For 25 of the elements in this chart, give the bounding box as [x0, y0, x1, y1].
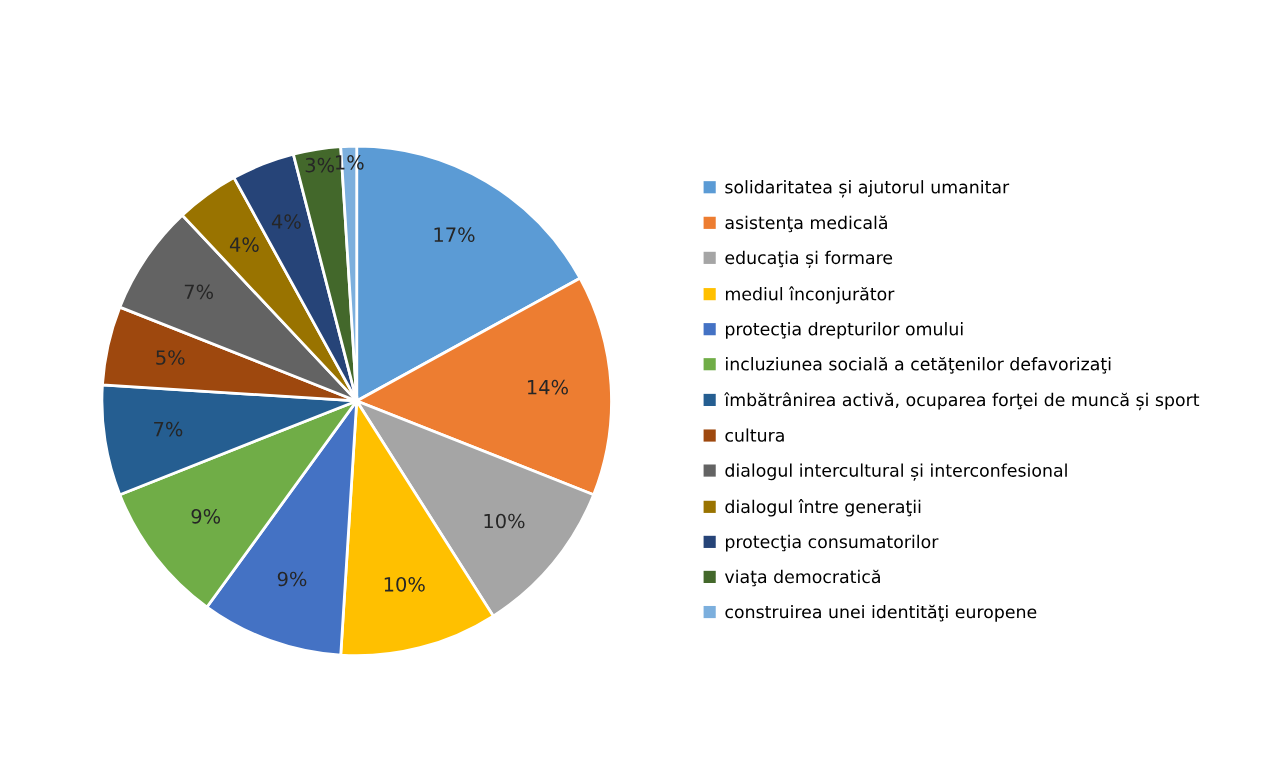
data-label: 3%	[305, 157, 334, 173]
legend-label: viaţa democratică	[724, 569, 880, 587]
legend-label: cultura	[725, 428, 784, 442]
data-label: 9%	[277, 571, 307, 587]
legend-label: educaţia și formare	[725, 250, 893, 269]
data-label: 9%	[191, 508, 221, 524]
legend-label: asistenţa medicală	[725, 215, 887, 233]
legend-label: mediul înconjurător	[725, 286, 895, 304]
data-label: 17%	[434, 227, 475, 243]
data-label: 7%	[184, 284, 214, 300]
legend-label: dialogul intercultural și interconfesional	[725, 463, 1067, 481]
data-label: 7%	[154, 421, 183, 437]
data-label: 4%	[229, 237, 259, 252]
data-label: 14%	[527, 379, 568, 395]
legend-label: solidaritatea și ajutorul umanitar	[725, 180, 1010, 198]
legend-label: dialogul între generaţii	[725, 499, 921, 517]
legend-label: protecţia drepturilor omului	[725, 322, 963, 339]
legend-label: îmbătrânirea activă, ocuparea forţei de muncă și sport	[724, 392, 1200, 411]
data-label: 10%	[384, 576, 425, 592]
legend-label: incluziunea socială a cetăţenilor defavorizaţi	[726, 357, 1111, 374]
data-label: 5%	[156, 350, 185, 365]
data-label: 10%	[484, 513, 525, 529]
legend-label: construirea unei identităţi europene	[725, 604, 1037, 622]
legend-label: protecţia consumatorilor	[725, 534, 939, 552]
data-label: 4%	[271, 214, 301, 229]
